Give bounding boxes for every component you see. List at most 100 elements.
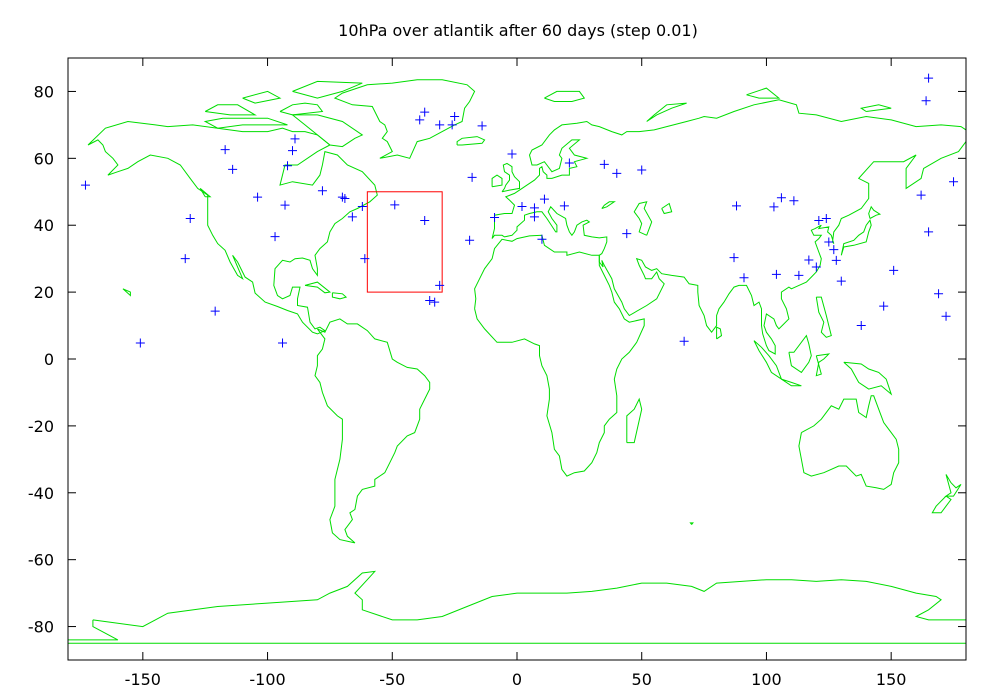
- x-tick-label: 0: [512, 670, 522, 689]
- data-point: [924, 73, 934, 83]
- y-tick-label: 20: [34, 283, 54, 302]
- x-tick-label: 150: [876, 670, 907, 689]
- data-point: [490, 213, 500, 223]
- coastline-path: [122, 288, 131, 297]
- y-tick-label: 0: [44, 350, 54, 369]
- coastline-path: [204, 104, 257, 116]
- coastline-path: [781, 378, 802, 387]
- data-point: [340, 193, 350, 203]
- coastline-path: [633, 201, 653, 236]
- coastline-path: [798, 395, 900, 490]
- data-point: [360, 254, 370, 264]
- data-point: [210, 306, 220, 316]
- coastline-path: [501, 162, 520, 193]
- data-point: [529, 212, 539, 222]
- data-point: [435, 280, 445, 290]
- coastline-path: [843, 361, 893, 396]
- data-point: [425, 295, 435, 305]
- data-point: [564, 158, 574, 168]
- coastline-path: [746, 87, 781, 99]
- data-point: [80, 180, 90, 190]
- data-point: [465, 235, 475, 245]
- coastline-path: [203, 117, 288, 129]
- data-point: [529, 203, 539, 213]
- region-box: [366, 191, 443, 293]
- y-tick-label: 60: [34, 149, 54, 168]
- data-point: [836, 276, 846, 286]
- data-point: [789, 196, 799, 206]
- data-point: [622, 229, 632, 239]
- data-point: [916, 190, 926, 200]
- x-tick-label: 50: [632, 670, 652, 689]
- coastline-path: [661, 202, 673, 215]
- data-point: [280, 200, 290, 210]
- data-point: [537, 234, 547, 244]
- y-tick-label: -80: [28, 618, 54, 637]
- data-point: [420, 107, 430, 117]
- data-point: [507, 149, 517, 159]
- coastline-path: [646, 102, 687, 122]
- x-tick-label: -100: [249, 670, 285, 689]
- data-point: [288, 146, 297, 156]
- data-point: [921, 96, 931, 106]
- data-point: [447, 120, 457, 130]
- coastline-path: [931, 495, 952, 514]
- coastline-path: [815, 296, 832, 338]
- data-point: [415, 115, 425, 125]
- data-point: [347, 212, 357, 222]
- data-point: [517, 201, 527, 211]
- coastline-path: [279, 102, 324, 116]
- coastline-path: [292, 80, 363, 99]
- data-point: [337, 192, 347, 202]
- data-point: [804, 255, 814, 265]
- coastline-path: [859, 104, 892, 112]
- data-point: [357, 201, 367, 211]
- x-tick-label: -150: [125, 670, 161, 689]
- data-point: [135, 338, 145, 348]
- data-point: [879, 301, 889, 311]
- data-point: [856, 321, 866, 331]
- data-point: [290, 134, 300, 144]
- coastline-path: [331, 292, 348, 300]
- coastline-path: [491, 174, 503, 188]
- data-point: [435, 120, 445, 130]
- data-point: [637, 165, 647, 175]
- data-point: [599, 159, 609, 169]
- coastline-path: [753, 340, 783, 381]
- data-point: [253, 192, 263, 202]
- data-point: [934, 289, 944, 299]
- data-point: [776, 193, 786, 203]
- data-point: [228, 164, 238, 174]
- data-point: [739, 273, 749, 283]
- coastline-path: [868, 205, 882, 219]
- y-tick-label: 80: [34, 82, 54, 101]
- coastline-path: [87, 120, 378, 335]
- data-point: [941, 311, 951, 321]
- data-point: [889, 265, 899, 275]
- data-point: [831, 255, 841, 265]
- coastline-path: [716, 326, 723, 340]
- data-point: [679, 336, 689, 346]
- data-point: [477, 121, 487, 131]
- data-point: [450, 112, 460, 122]
- coastline-path: [304, 281, 332, 294]
- coastline-path: [788, 334, 812, 374]
- coastline-path: [544, 90, 586, 102]
- chart-title: 10hPa over atlantik after 60 days (step …: [338, 21, 698, 40]
- y-tick-label: -60: [28, 551, 54, 570]
- data-point: [771, 269, 781, 279]
- data-point: [559, 201, 569, 211]
- coastline-path: [840, 219, 872, 256]
- coastline-path: [944, 474, 962, 497]
- data-point: [317, 186, 327, 196]
- x-tick-label: 100: [751, 670, 782, 689]
- coastline-path: [199, 188, 212, 198]
- coastline-path: [67, 570, 967, 644]
- data-point: [539, 194, 549, 204]
- data-point: [814, 216, 824, 226]
- region-layer: [366, 191, 443, 293]
- coastline-path: [474, 234, 645, 477]
- data-point: [811, 262, 821, 272]
- data-point: [185, 214, 195, 224]
